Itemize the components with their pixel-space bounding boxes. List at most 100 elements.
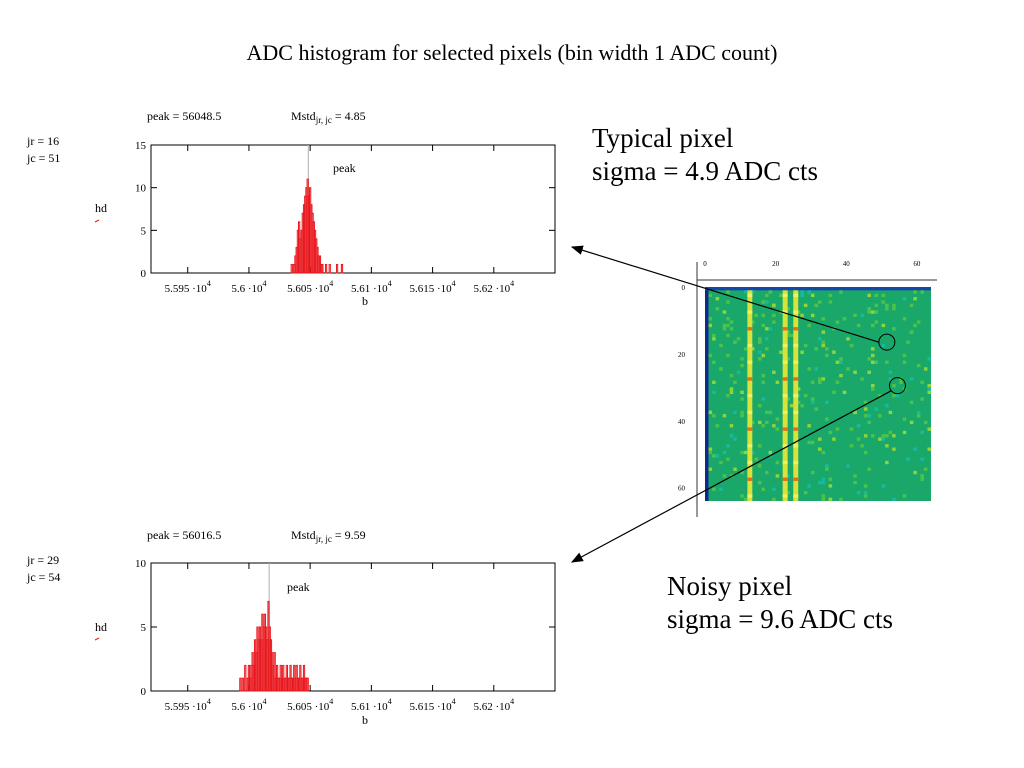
heatmap-pixel: [839, 497, 843, 501]
heatmap-hot-pixel: [782, 327, 788, 331]
arrow-to-typical-pixel: [570, 245, 880, 343]
heatmap-pixel: [867, 310, 871, 314]
heatmap-pixel: [740, 450, 744, 455]
heatmap-hot-pixel: [782, 360, 788, 364]
heatmap-pixel: [733, 340, 737, 344]
heatmap-pixel: [750, 290, 755, 294]
x-tick-label: 5.62 ·104: [473, 697, 514, 713]
heatmap-pixel: [832, 350, 836, 354]
panel2-xlabel: b: [362, 713, 368, 727]
heatmap-pixel: [927, 357, 931, 361]
y-tick-label: 5: [141, 622, 147, 634]
heatmap-edge-row: [705, 287, 931, 291]
heatmap-pixel: [842, 390, 847, 394]
heatmap-pixel: [916, 414, 921, 418]
heatmap-pixel: [888, 410, 893, 415]
panel1-xlabel: b: [362, 294, 368, 308]
heatmap-pixel: [856, 424, 861, 428]
histogram-noisy-pixel: 0 5 10 5.595 ·104 5.6 ·104 5.605 ·104 5.61 ·10…: [94, 558, 556, 713]
noisy-pixel-annotation: Noisy pixel sigma = 9.6 ADC cts: [667, 570, 893, 636]
heatmap-pixel: [867, 467, 871, 471]
histogram-bin: [328, 263, 331, 274]
panel1-ylabel: hd: [95, 201, 107, 215]
heatmap-hot-pixel: [747, 293, 753, 298]
heatmap-pixel: [856, 490, 861, 495]
heatmap-hot-pixel: [793, 327, 799, 331]
heatmap-pixel: [916, 410, 921, 415]
x-tick-label: 5.615 ·104: [409, 279, 455, 295]
heatmap-pixel: [715, 454, 720, 458]
heatmap-pixel: [909, 303, 914, 308]
heatmap-hot-pixel: [782, 293, 788, 298]
heatmap-pixel: [814, 407, 818, 411]
heatmap-pixel: [902, 430, 907, 435]
heatmap-pixel: [920, 430, 924, 435]
heatmap-pixel: [786, 330, 790, 334]
heatmap-pixel: [810, 380, 815, 384]
heatmap-pixel: [892, 383, 896, 388]
x-tick-label: 5.6 ·104: [231, 697, 266, 713]
heatmap-pixel: [810, 293, 815, 298]
noisy-pixel-sigma: sigma = 9.6 ADC cts: [667, 604, 893, 634]
heatmap-pixel: [712, 360, 716, 364]
heatmap-pixel: [810, 313, 815, 318]
heatmap-pixel: [853, 370, 857, 374]
heatmap-pixel: [729, 390, 734, 394]
heatmap-hot-pixel: [793, 343, 799, 348]
heatmap-x-tick-label: 20: [772, 260, 780, 268]
heatmap-pixel: [902, 494, 907, 498]
panel2-mstd-readout: Mstdjr, jc = 9.59: [291, 528, 366, 544]
ylabel-marker: [94, 637, 100, 641]
heatmap-pixel: [807, 484, 811, 488]
heatmap-pixel: [892, 303, 896, 308]
heatmap-y-tick-label: 20: [678, 351, 686, 359]
heatmap-pixel: [818, 300, 822, 304]
heatmap-pixel: [821, 477, 826, 481]
heatmap-pixel: [761, 373, 766, 378]
heatmap-pixel: [765, 470, 769, 475]
heatmap-pixel: [726, 444, 730, 448]
x-tick-label: 5.62 ·104: [473, 279, 514, 295]
heatmap-pixel: [757, 444, 762, 448]
panel2-ylabel: hd: [95, 620, 107, 634]
heatmap-hot-pixel: [793, 410, 799, 415]
heatmap-pixel: [708, 410, 713, 415]
heatmap-pixel: [909, 400, 914, 405]
plot-frame: [150, 562, 556, 692]
heatmap-pixel: [835, 360, 840, 364]
heatmap-x-tick-label: 60: [913, 260, 921, 268]
panel2-jc: jc = 54: [27, 570, 61, 584]
heatmap-pixel: [863, 494, 868, 498]
heatmap-pixel: [849, 444, 854, 448]
heatmap-pixel: [722, 414, 727, 418]
heatmap-pixel: [846, 337, 850, 341]
heatmap-pixel: [828, 300, 833, 304]
heatmap-hot-pixel: [747, 343, 753, 348]
heatmap-pixel: [757, 464, 762, 468]
heatmap-hot-pixel: [793, 293, 799, 298]
heatmap-pixel: [916, 363, 921, 368]
heatmap-hot-pixel: [793, 460, 799, 465]
heatmap-pixel: [832, 390, 836, 394]
heatmap-pixel: [765, 420, 769, 425]
heatmap-hot-pixel: [747, 494, 753, 498]
heatmap-pixel: [772, 320, 776, 324]
heatmap-pixel: [885, 460, 889, 465]
ylabel-marker: [94, 219, 100, 223]
heatmap-pixel: [821, 343, 826, 348]
heatmap-pixel: [842, 317, 847, 321]
heatmap-hot-pixel: [782, 444, 788, 448]
heatmap-pixel: [870, 360, 875, 364]
typical-pixel-sigma: sigma = 4.9 ADC cts: [592, 156, 818, 186]
heatmap-pixel: [874, 407, 879, 411]
heatmap-pixel: [818, 377, 822, 381]
heatmap-pixel: [825, 353, 829, 358]
panel2-jr: jr = 29: [27, 553, 60, 567]
heatmap-pixel: [743, 290, 748, 294]
heatmap-pixel: [807, 440, 811, 445]
heatmap-pixel: [726, 353, 730, 358]
heatmap-pixel: [863, 434, 868, 438]
histogram-bin: [244, 664, 247, 692]
heatmap-hot-pixel: [782, 394, 788, 398]
heatmap-pixel: [726, 323, 730, 328]
